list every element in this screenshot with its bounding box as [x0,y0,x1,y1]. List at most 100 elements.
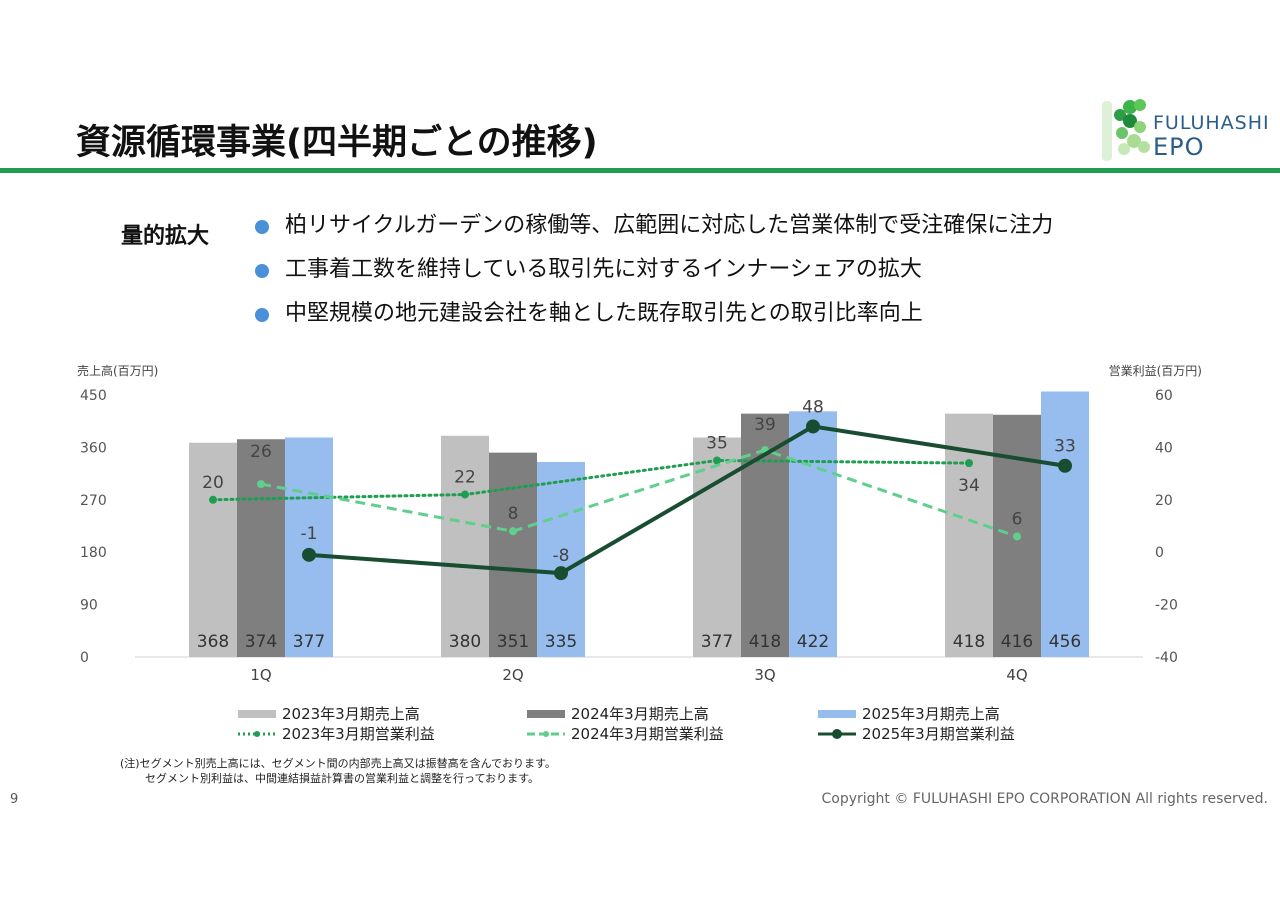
legend-swatch-icon [818,709,856,718]
bullet-item: 柏リサイクルガーデンの稼働等、広範囲に対応した営業体制で受注確保に注力 [255,212,1053,240]
bar [189,442,237,657]
y2-tick-label: 40 [1155,440,1173,456]
footnote-1: (注)セグメント別売上高には、セグメント間の内部売上高又は振替高を含んでおります… [120,757,556,770]
point-value-label: 6 [1012,509,1023,529]
point-value-label: 33 [1054,437,1076,457]
point-value-label: 39 [754,415,776,435]
y-tick-label: 450 [80,388,107,404]
bar-value-label: 377 [701,632,733,652]
bar [441,435,489,657]
point-value-label: -1 [301,524,318,544]
bar-value-label: 368 [197,632,229,652]
copyright: Copyright © FULUHASHI EPO CORPORATION Al… [821,791,1268,807]
series-line [260,448,1018,538]
x-tick-label: 3Q [754,666,775,684]
point [209,495,217,504]
point-value-label: 34 [958,476,980,496]
legend-label: 2024年3月期営業利益 [571,725,724,743]
bar-value-label: 351 [497,632,529,652]
legend-item-2023-profit: 2023年3月期営業利益 [238,723,435,744]
legend-item-2024-profit: 2024年3月期営業利益 [527,723,724,744]
bar-value-label: 422 [797,632,829,652]
point-value-label: 20 [202,473,224,493]
y2-tick-label: 20 [1155,493,1173,509]
legend-swatch-icon [238,730,276,737]
bar [237,439,285,657]
y-tick-label: 360 [80,440,107,456]
bar-value-label: 335 [545,632,577,652]
bar [489,452,537,657]
point [257,480,265,489]
bullet-dot-icon [255,264,269,278]
legend-swatch-icon [527,730,565,737]
legend-item-2023-sales: 2023年3月期売上高 [238,703,420,724]
point [302,547,316,562]
legend-label: 2023年3月期売上高 [282,705,420,723]
legend-item-2025-sales: 2025年3月期売上高 [818,703,1000,724]
point [554,566,568,581]
bar [1041,391,1089,657]
bar-value-label: 416 [1001,632,1033,652]
x-tick-label: 4Q [1006,666,1027,684]
point [713,456,721,465]
point [509,527,517,536]
title-divider [0,168,1280,173]
right-axis-title: 営業利益(百万円) [1108,364,1202,378]
series-line [211,458,971,502]
y-tick-label: 180 [80,545,107,561]
footnote-2: セグメント別利益は、中間連結損益計算書の営業利益と調整を行っております。 [145,772,540,785]
point-value-label: 22 [454,468,476,488]
legend-label: 2024年3月期売上高 [571,705,709,723]
bullet-item: 中堅規模の地元建設会社を軸とした既存取引先との取引比率向上 [255,300,1053,328]
logo-line1: FULUHASHI [1153,112,1270,134]
tagline: 量的拡大 [121,224,210,249]
point [1058,458,1072,473]
bullet-list: 柏リサイクルガーデンの稼働等、広範囲に対応した営業体制で受注確保に注力 工事着工… [255,212,1053,344]
bar [285,437,333,657]
y2-tick-label: -40 [1155,650,1178,666]
legend-item-2024-sales: 2024年3月期売上高 [527,703,709,724]
page-number: 9 [10,792,19,807]
y2-tick-label: 60 [1155,388,1173,404]
legend-swatch-icon [238,709,276,718]
series-line [308,424,1066,576]
chart: 0 90 180 270 360 450 -40 -20 0 20 40 60 1Q 2Q 3Q 4Q 368 3… [80,388,1178,684]
legend-swatch-icon [527,709,565,718]
point-value-label: 26 [250,442,272,462]
y2-tick-label: -20 [1155,598,1178,614]
bar-value-label: 380 [449,632,481,652]
point [1013,532,1021,541]
legend-label: 2025年3月期売上高 [862,705,1000,723]
bullet-dot-icon [255,220,269,234]
bar-value-label: 377 [293,632,325,652]
y2-tick-label: 0 [1155,545,1164,561]
point [965,459,973,468]
legend-label: 2023年3月期営業利益 [282,725,435,743]
logo-line2: EPO [1153,133,1205,161]
x-tick-label: 1Q [250,666,271,684]
bar-value-label: 456 [1049,632,1081,652]
bar-value-label: 374 [245,632,277,652]
page-title: 資源循環事業(四半期ごとの推移) [76,123,598,163]
y-tick-label: 0 [80,650,89,666]
point [461,490,469,499]
bullet-dot-icon [255,308,269,322]
y-tick-label: 270 [80,493,107,509]
point-value-label: 35 [706,434,728,454]
point-value-label: 48 [802,397,824,417]
point [806,419,820,434]
bullet-text: 柏リサイクルガーデンの稼働等、広範囲に対応した営業体制で受注確保に注力 [285,213,1054,238]
y-tick-label: 90 [80,598,98,614]
bullet-text: 工事着工数を維持している取引先に対するインナーシェアの拡大 [285,257,922,282]
point-value-label: 8 [508,504,519,524]
legend-item-2025-profit: 2025年3月期営業利益 [818,723,1015,744]
left-axis-title: 売上高(百万円) [77,364,159,378]
point-value-label: -8 [553,546,570,566]
logo: FULUHASHI EPO [1153,112,1270,160]
bar [537,461,585,657]
bar-value-label: 418 [749,632,781,652]
bullet-item: 工事着工数を維持している取引先に対するインナーシェアの拡大 [255,256,1053,284]
bar [789,411,837,657]
legend-label: 2025年3月期営業利益 [862,725,1015,743]
bar-value-label: 418 [953,632,985,652]
